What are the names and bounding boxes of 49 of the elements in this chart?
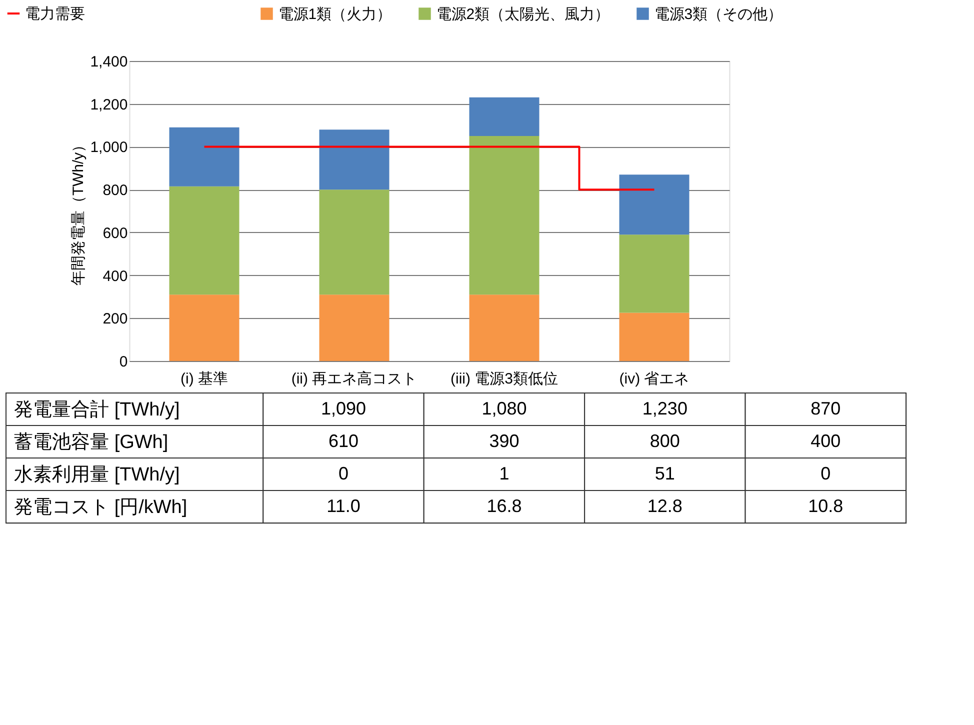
text: 1,230 [642, 398, 688, 418]
x-tick-label: (iv) 省エネ [619, 370, 690, 388]
y-axis-title: 年間発電量（TWh/y） [70, 137, 88, 286]
bar [319, 130, 390, 190]
bar [169, 294, 240, 361]
y-tick-label: 0 [119, 354, 128, 370]
text: 10.8 [808, 496, 844, 516]
bar [169, 127, 240, 186]
text: 0 [820, 463, 831, 484]
y-tick-label: 400 [102, 268, 128, 285]
text: 発電コスト [円/kWh] [14, 496, 188, 518]
bar [619, 312, 690, 361]
text: 水素利用量 [TWh/y] [14, 464, 180, 486]
y-tick-label: 1,200 [90, 96, 128, 114]
text: 800 [650, 430, 680, 451]
y-tick-label: 600 [102, 224, 128, 242]
x-tick-label: (i) 基準 [180, 370, 228, 388]
text: 610 [328, 430, 359, 451]
y-tick-label: 200 [102, 310, 128, 328]
bar [169, 186, 240, 295]
text: 390 [489, 430, 520, 451]
y-tick-label: 1,400 [90, 54, 128, 70]
text: 発電量合計 [TWh/y] [14, 399, 180, 420]
text: 16.8 [486, 496, 522, 516]
legend-label: 電源2類（太陽光、風力） [436, 6, 610, 23]
text: 0 [338, 463, 349, 484]
bar [469, 294, 540, 361]
x-tick-label: (ii) 再エネ高コスト [291, 370, 418, 388]
legend-label: 電源3類（その他） [654, 6, 783, 23]
bar [619, 234, 690, 313]
text: 400 [810, 430, 841, 451]
text: 51 [654, 463, 675, 484]
text: 1,090 [320, 398, 366, 418]
bar [319, 190, 390, 295]
bar [319, 294, 390, 361]
text: 蓄電池容量 [GWh] [14, 430, 168, 453]
bar [469, 136, 540, 295]
legend-label: 電力需要 [25, 6, 85, 22]
legend-label: 電源1類（火力） [278, 6, 392, 23]
bar [619, 174, 690, 235]
text: 1,080 [482, 398, 527, 418]
text: 11.0 [326, 496, 360, 516]
x-tick-label: (iii) 電源3類低位 [450, 370, 558, 388]
y-tick-label: 800 [102, 182, 128, 200]
text: 870 [810, 398, 841, 418]
bar [469, 97, 540, 136]
text: 12.8 [647, 496, 682, 516]
y-tick-label: 1,000 [90, 139, 128, 156]
text: 1 [499, 463, 510, 484]
